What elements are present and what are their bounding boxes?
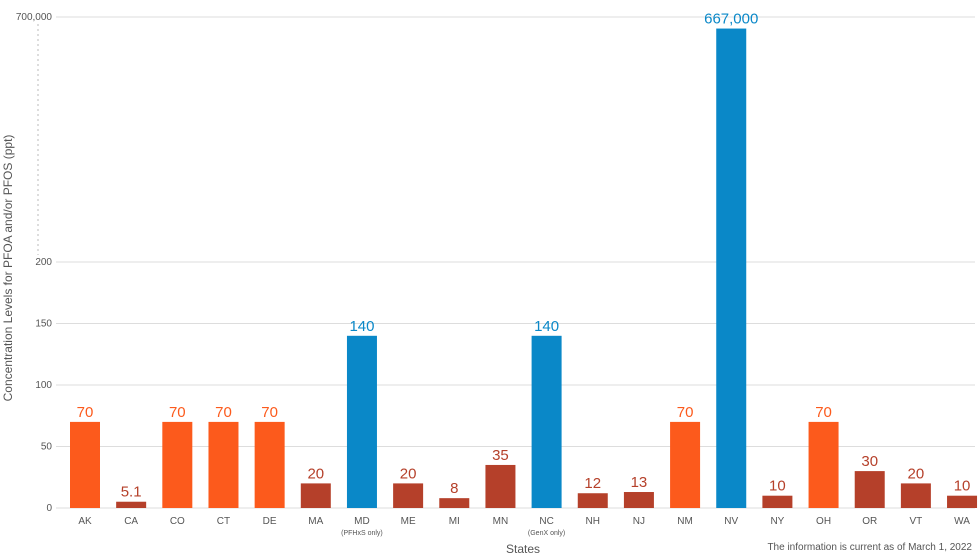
bar-nm xyxy=(670,421,701,508)
data-label-co: 70 xyxy=(169,404,186,421)
y-tick-labels: 0 50 100 150 200 700,000 xyxy=(16,12,53,514)
x-tick-label: ME xyxy=(401,516,416,527)
x-tick-label: MA xyxy=(308,516,323,527)
bar-vt xyxy=(900,483,931,508)
bar-nv xyxy=(716,28,747,508)
bar-mn xyxy=(485,464,516,508)
x-tick-label: NM xyxy=(677,516,693,527)
bar-wa xyxy=(947,495,978,508)
data-label-or: 30 xyxy=(861,453,878,470)
bar-nj xyxy=(623,492,654,508)
x-tick-label: OH xyxy=(816,516,831,527)
data-label-ma: 20 xyxy=(307,465,324,482)
data-label-vt: 20 xyxy=(908,465,925,482)
x-tick-labels: AK CA CO CT DE MA MD (PFHxS only) ME MI MN NC (GenX … xyxy=(78,516,970,537)
x-tick-label: AK xyxy=(78,516,92,527)
data-label-nm: 70 xyxy=(677,404,694,421)
x-tick-label: WA xyxy=(954,516,970,527)
y-tick-label: 700,000 xyxy=(16,12,53,23)
bars: 70 5.1 70 70 70 20 140 20 8 35 140 12 13 70 667,000 10 7… xyxy=(70,11,978,508)
data-label-nh: 12 xyxy=(584,475,601,492)
x-tick-label: NH xyxy=(586,516,600,527)
x-tick-label: CA xyxy=(124,516,138,527)
x-tick-label: NY xyxy=(770,516,784,527)
x-tick-label: MD xyxy=(354,516,370,527)
data-label-mi: 8 xyxy=(450,480,458,497)
bar-ct xyxy=(208,421,239,508)
x-tick-label: NV xyxy=(724,516,738,527)
bar-oh xyxy=(808,421,839,508)
bar-or xyxy=(854,471,885,508)
y-tick-label: 200 xyxy=(35,257,52,268)
x-tick-label: MN xyxy=(493,516,509,527)
bar-ak xyxy=(70,421,100,508)
x-tick-label: NC xyxy=(539,516,553,527)
data-label-nj: 13 xyxy=(631,474,648,491)
x-tick-label: DE xyxy=(263,516,277,527)
data-label-me: 20 xyxy=(400,465,417,482)
bar-nh xyxy=(577,493,608,508)
x-tick-label: CT xyxy=(217,516,230,527)
bar-ny xyxy=(762,495,793,508)
data-label-nc: 140 xyxy=(534,318,559,335)
x-tick-label: OR xyxy=(862,516,877,527)
bar-co xyxy=(162,421,193,508)
data-label-mn: 35 xyxy=(492,447,509,464)
data-label-wa: 10 xyxy=(954,478,971,495)
x-tick-label: CO xyxy=(170,516,185,527)
data-label-ny: 10 xyxy=(769,478,786,495)
y-axis-label: Concentration Levels for PFOA and/or PFO… xyxy=(1,135,15,402)
x-tick-label: MI xyxy=(449,516,460,527)
bar-ca xyxy=(116,501,147,508)
data-label-nv: 667,000 xyxy=(704,11,758,28)
bar-de xyxy=(254,421,285,508)
data-label-oh: 70 xyxy=(815,404,832,421)
x-tick-label: NJ xyxy=(633,516,645,527)
x-tick-sublabel: (GenX only) xyxy=(528,530,565,537)
x-axis-label: States xyxy=(506,542,540,556)
bar-md xyxy=(346,335,377,508)
bar-mi xyxy=(439,498,470,508)
x-tick-sublabel: (PFHxS only) xyxy=(341,530,383,537)
y-tick-label: 0 xyxy=(46,503,52,514)
x-tick-label: VT xyxy=(909,516,922,527)
data-label-ct: 70 xyxy=(215,404,232,421)
data-label-de: 70 xyxy=(261,404,278,421)
data-label-md: 140 xyxy=(349,318,374,335)
footnote: The information is current as of March 1… xyxy=(767,542,972,553)
bar-ma xyxy=(300,483,331,508)
bar-me xyxy=(393,483,424,508)
y-tick-label: 150 xyxy=(35,319,52,330)
data-label-ak: 70 xyxy=(77,404,94,421)
data-label-ca: 5.1 xyxy=(121,484,142,501)
bar-nc xyxy=(531,335,562,508)
y-tick-label: 100 xyxy=(35,380,52,391)
y-tick-label: 50 xyxy=(41,442,53,453)
